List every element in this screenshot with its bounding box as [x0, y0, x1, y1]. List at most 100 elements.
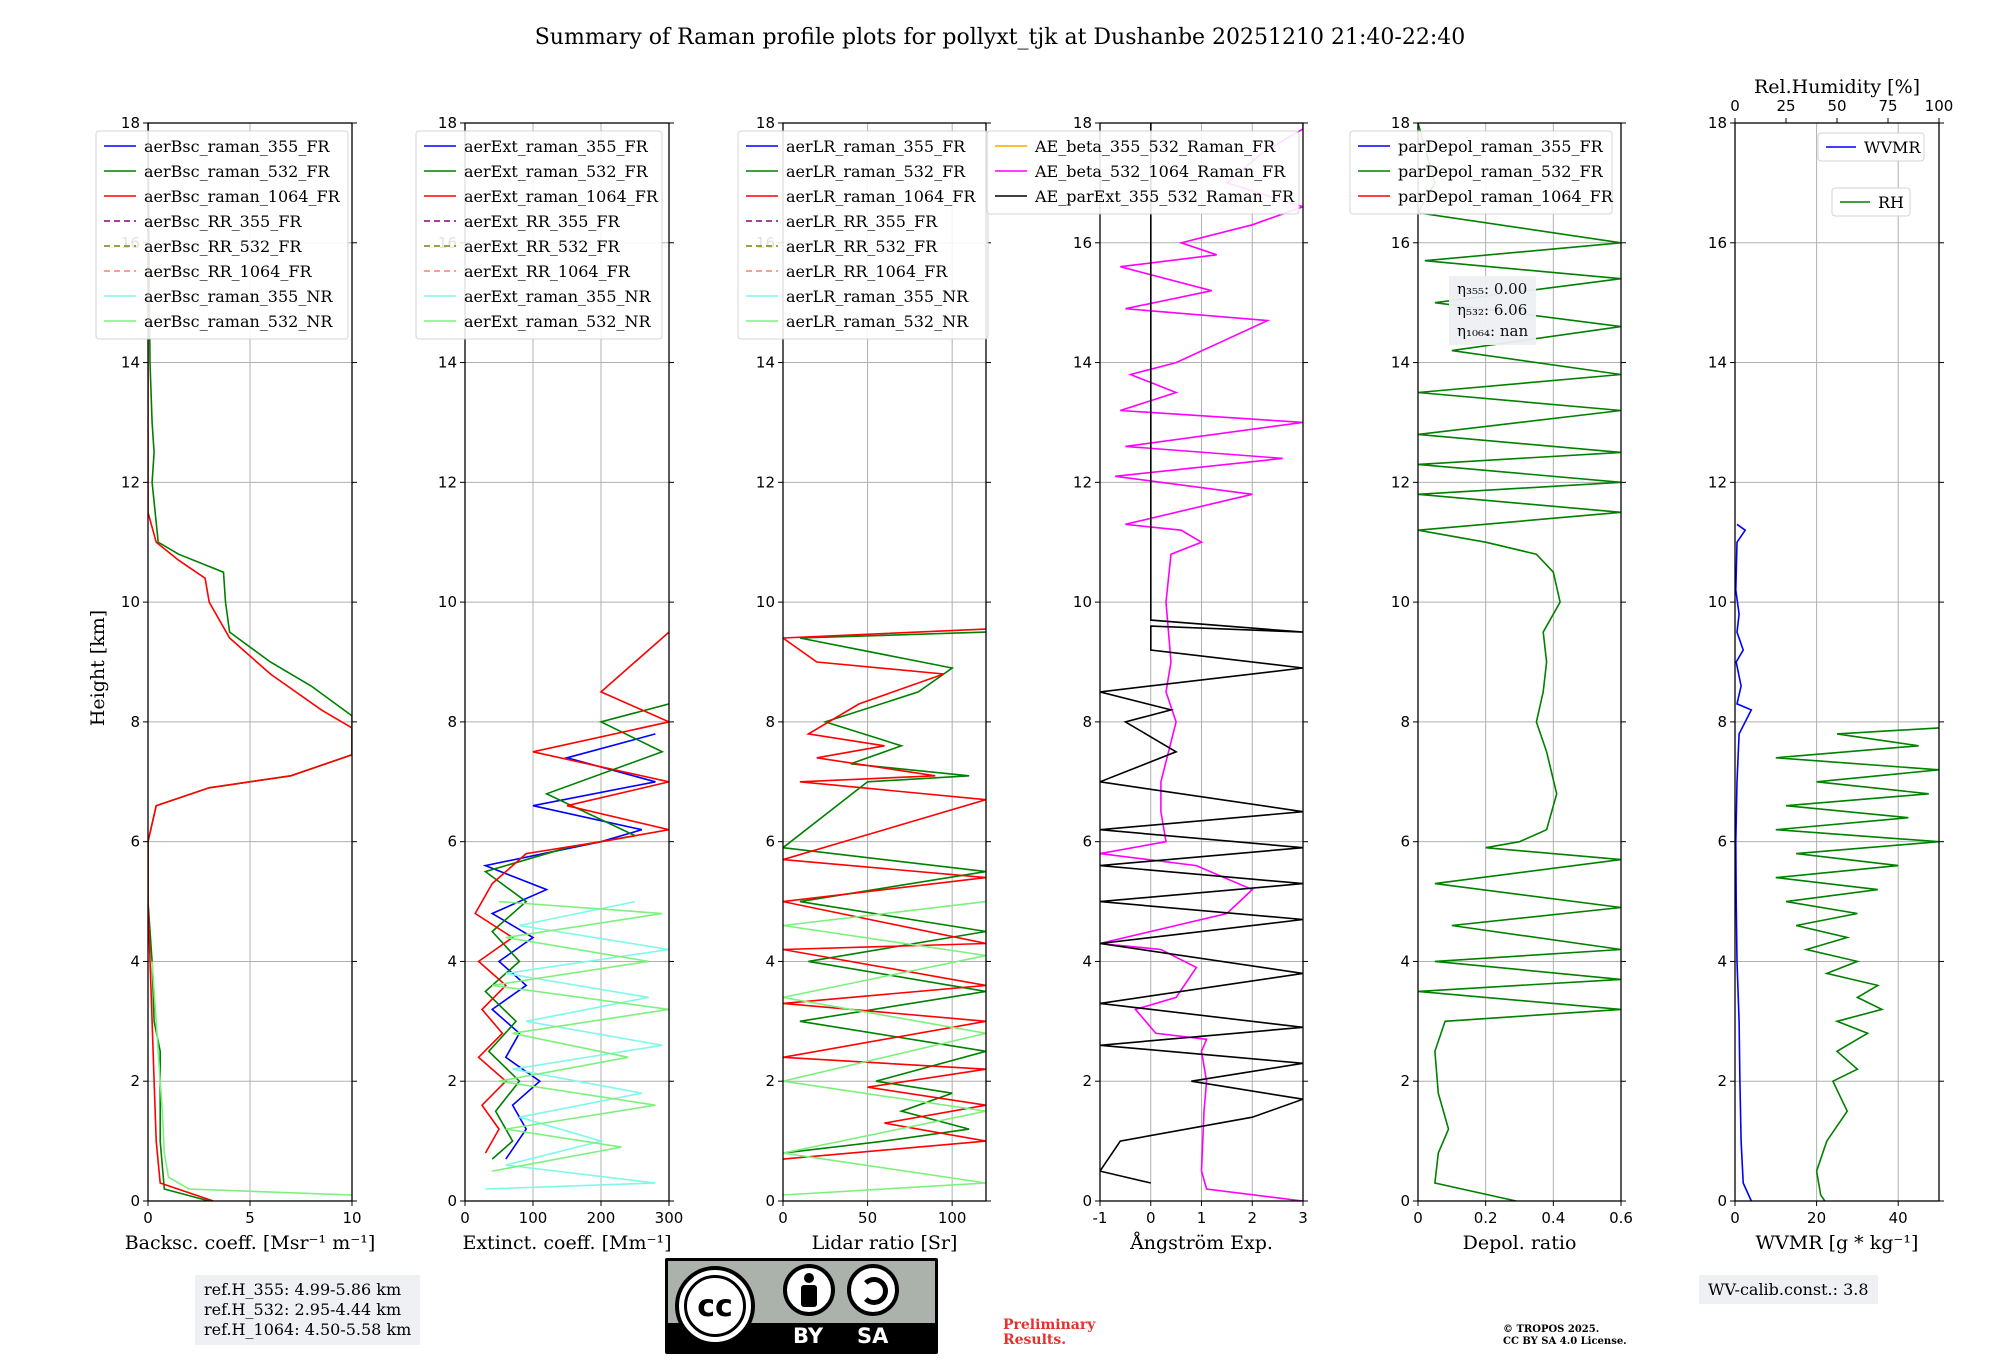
y-tick-label: 6: [765, 833, 775, 851]
top-x-tick-label: 25: [1776, 97, 1795, 115]
legend-entry: aerBsc_RR_1064_FR: [144, 262, 313, 281]
legend-entry: aerBsc_RR_532_FR: [144, 237, 302, 256]
y-tick-label: 12: [121, 473, 140, 491]
by-person-icon: [783, 1264, 835, 1316]
preliminary-line-1: Preliminary: [1003, 1317, 1096, 1333]
plot-frame: [1734, 122, 1940, 1202]
y-tick-label: 18: [438, 114, 457, 132]
x-tick-label: 3: [1298, 1209, 1308, 1227]
y-tick-label: 0: [1082, 1192, 1092, 1210]
legend-entry: aerBsc_raman_532_NR: [144, 312, 333, 331]
panel-lidar_ratio: 024681012141618050100Lidar ratio [Sr]aer…: [737, 114, 991, 1254]
x-tick-label: 0: [1413, 1209, 1423, 1227]
legend-box: [415, 130, 663, 340]
y-tick-label: 2: [1717, 1072, 1727, 1090]
y-tick-label: 2: [447, 1072, 457, 1090]
y-tick-label: 4: [1400, 952, 1410, 970]
y-tick-label: 4: [1082, 952, 1092, 970]
legend-entry: WVMR: [1864, 138, 1921, 157]
legend-entry: aerExt_RR_355_FR: [464, 212, 621, 231]
plot-frame: [1099, 122, 1304, 1202]
panels: 0 2 4 6 8 10 12 14 16 18 0 5 10 Backsc. coeff. [Msr⁻¹…: [95, 76, 1953, 1254]
y-tick-label: 8: [1082, 713, 1092, 731]
x-tick-label: 0: [1146, 1209, 1156, 1227]
legend-box: [986, 130, 1300, 215]
sa-share-icon: [847, 1264, 899, 1316]
y-tick-label: 16: [1708, 234, 1727, 252]
y-tick-label: 0: [1717, 1192, 1727, 1210]
ref-height-1064: ref.H_1064: 4.50-5.58 km: [204, 1320, 412, 1339]
legend-entry: parDepol_raman_532_FR: [1398, 162, 1604, 181]
legend-entry: AE_beta_355_532_Raman_FR: [1034, 137, 1276, 156]
legend-entry: aerBsc_raman_532_FR: [144, 162, 330, 181]
cc-icon: cc: [675, 1266, 755, 1346]
y-axis-label: Height [km]: [87, 610, 109, 726]
panel-extinction: 0246810121416180100200300Extinct. coeff.…: [415, 114, 684, 1254]
series-group: [474, 631, 669, 1190]
y-tick-label: 4: [447, 952, 457, 970]
plot-frame: [147, 122, 353, 1202]
x-tick-label: -1: [1093, 1209, 1108, 1227]
y-tick-label: 10: [121, 593, 140, 611]
wv-calibration: WV-calib.const.: 3.8: [1699, 1275, 1878, 1304]
y-tick-label: 10: [1073, 593, 1092, 611]
legend-entry: aerLR_RR_355_FR: [786, 212, 938, 231]
x-tick-label: 5: [245, 1209, 255, 1227]
series-group: [1100, 123, 1303, 1201]
legend-entry: aerLR_RR_532_FR: [786, 237, 938, 256]
y-tick-label: 8: [447, 713, 457, 731]
y-tick-label: 14: [756, 354, 775, 372]
y-tick-label: 0: [447, 1192, 457, 1210]
y-tick-label: 10: [1391, 593, 1410, 611]
x-tick-label: 20: [1807, 1209, 1826, 1227]
x-tick-label: 0: [1730, 1209, 1740, 1227]
series-AE_beta_532_1064_Raman_FR: [1100, 123, 1303, 1201]
legend-entry: aerExt_raman_532_NR: [464, 312, 652, 331]
top-x-tick-label: 75: [1878, 97, 1897, 115]
x-tick-label: 0: [143, 1209, 153, 1227]
series-group: [1418, 123, 1621, 1201]
series-group: [148, 123, 352, 1201]
eta-532: η₅₃₂: 6.06: [1457, 301, 1528, 319]
legend-entry: aerBsc_raman_1064_FR: [144, 187, 341, 206]
x-tick-label: 300: [655, 1209, 684, 1227]
y-tick-label: 4: [1717, 952, 1727, 970]
legend-entry: aerExt_raman_1064_FR: [464, 187, 659, 206]
y-tick-label: 14: [1073, 354, 1092, 372]
y-tick-label: 2: [1400, 1072, 1410, 1090]
y-tick-label: 2: [1082, 1072, 1092, 1090]
plot-frame: [464, 122, 670, 1202]
legend-entry: aerExt_raman_355_NR: [464, 287, 652, 306]
series-aerBsc_raman_532_FR: [148, 123, 352, 1201]
top-x-tick-label: 50: [1827, 97, 1846, 115]
y-tick-label: 18: [121, 114, 140, 132]
top-x-axis-label: Rel.Humidity [%]: [1754, 76, 1920, 98]
series-aerExt_raman_532_FR: [483, 703, 669, 1160]
legend-entry: AE_beta_532_1064_Raman_FR: [1034, 162, 1286, 181]
legend-entry: parDepol_raman_355_FR: [1398, 137, 1604, 156]
legend-entry: RH: [1878, 193, 1904, 212]
legend-box: [737, 130, 989, 340]
legend-entry: aerExt_raman_532_FR: [464, 162, 649, 181]
series-aerExt_raman_1064_FR: [474, 631, 669, 1154]
y-tick-label: 2: [130, 1072, 140, 1090]
y-tick-label: 8: [1400, 713, 1410, 731]
legend-entry: aerBsc_raman_355_FR: [144, 137, 330, 156]
legend-entry: aerBsc_RR_355_FR: [144, 212, 302, 231]
y-tick-label: 18: [1391, 114, 1410, 132]
legend-box: [1817, 132, 1925, 162]
top-x-tick-label: 0: [1730, 97, 1740, 115]
copyright-note: © TROPOS 2025. CC BY SA 4.0 License.: [1503, 1324, 1627, 1348]
ref-height-532: ref.H_532: 2.95-4.44 km: [204, 1300, 402, 1319]
legend-box: [1349, 130, 1613, 215]
y-tick-label: 0: [1400, 1192, 1410, 1210]
legend-box: [95, 130, 349, 340]
y-tick-label: 2: [765, 1072, 775, 1090]
x-tick-label: 0.4: [1541, 1209, 1565, 1227]
series-aerExt_raman_532_NR: [492, 900, 669, 1172]
y-tick-label: 12: [1391, 473, 1410, 491]
eta-355: η₃₅₅: 0.00: [1457, 280, 1528, 298]
x-axis-label: Backsc. coeff. [Msr⁻¹ m⁻¹]: [125, 1232, 376, 1254]
x-axis-label: Ångström Exp.: [1129, 1232, 1273, 1254]
